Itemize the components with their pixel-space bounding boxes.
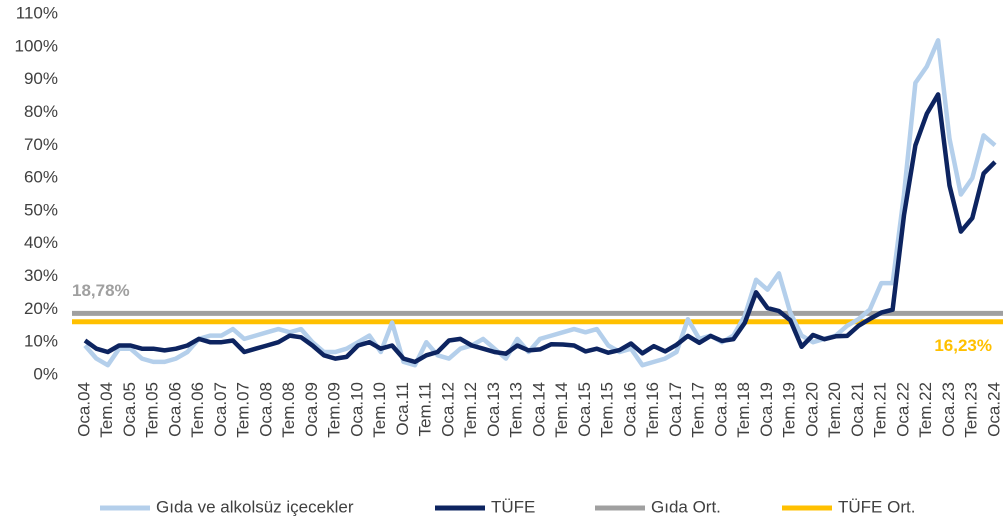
x-tick-label: Tem.20 — [825, 382, 844, 438]
x-tick-label: Oca.21 — [848, 382, 867, 437]
reference-label: 16,23% — [934, 336, 992, 355]
x-tick-label: Tem.07 — [234, 382, 253, 438]
x-tick-label: Tem.16 — [643, 382, 662, 438]
x-tick-label: Tem.04 — [97, 382, 116, 438]
y-tick-label: 30% — [24, 266, 58, 285]
legend-label: TÜFE — [491, 497, 535, 516]
y-tick-label: 70% — [24, 135, 58, 154]
x-tick-label: Oca.06 — [165, 382, 184, 437]
reference-label: 18,78% — [72, 281, 130, 300]
x-tick-label: Tem.10 — [370, 382, 389, 438]
y-tick-label: 90% — [24, 69, 58, 88]
x-tick-label: Oca.07 — [211, 382, 230, 437]
legend-label: Gıda Ort. — [651, 497, 721, 516]
y-tick-label: 0% — [33, 364, 58, 383]
x-tick-label: Tem.23 — [962, 382, 981, 438]
x-tick-label: Tem.13 — [507, 382, 526, 438]
x-tick-label: Oca.12 — [438, 382, 457, 437]
x-tick-label: Tem.14 — [552, 382, 571, 438]
x-tick-label: Tem.21 — [871, 382, 890, 438]
x-tick-label: Oca.04 — [74, 382, 93, 437]
y-tick-label: 20% — [24, 299, 58, 318]
x-tick-label: Oca.16 — [620, 382, 639, 437]
x-tick-label: Oca.08 — [256, 382, 275, 437]
x-tick-label: Oca.24 — [984, 382, 1003, 437]
x-tick-label: Tem.15 — [598, 382, 617, 438]
x-tick-label: Oca.11 — [393, 382, 412, 436]
x-tick-label: Oca.18 — [711, 382, 730, 437]
x-tick-label: Tem.19 — [780, 382, 799, 438]
x-tick-label: Tem.22 — [916, 382, 935, 438]
x-tick-label: Tem.11 — [416, 382, 435, 437]
x-tick-label: Oca.20 — [802, 382, 821, 437]
x-tick-label: Oca.22 — [893, 382, 912, 437]
x-tick-label: Tem.06 — [188, 382, 207, 438]
x-tick-label: Oca.17 — [666, 382, 685, 437]
legend-label: Gıda ve alkolsüz içecekler — [156, 497, 354, 516]
y-tick-label: 110% — [16, 3, 58, 22]
x-tick-label: Oca.05 — [120, 382, 139, 437]
y-tick-label: 80% — [24, 102, 58, 121]
x-tick-label: Tem.05 — [143, 382, 162, 438]
y-tick-label: 40% — [24, 233, 58, 252]
x-tick-label: Oca.19 — [757, 382, 776, 437]
x-tick-label: Tem.09 — [325, 382, 344, 438]
series-line — [83, 92, 997, 365]
x-tick-label: Oca.15 — [575, 382, 594, 437]
y-tick-label: 60% — [24, 168, 58, 187]
y-tick-label: 50% — [24, 200, 58, 219]
x-tick-label: Oca.10 — [347, 382, 366, 437]
x-tick-label: Oca.14 — [529, 382, 548, 437]
legend-label: TÜFE Ort. — [838, 497, 915, 516]
x-tick-label: Tem.18 — [734, 382, 753, 438]
y-tick-label: 100% — [15, 36, 58, 55]
x-tick-label: Oca.09 — [302, 382, 321, 437]
x-tick-label: Oca.23 — [939, 382, 958, 437]
series-line — [83, 38, 997, 368]
x-tick-label: Oca.13 — [484, 382, 503, 437]
x-tick-label: Tem.17 — [689, 382, 708, 438]
y-tick-label: 10% — [24, 332, 58, 351]
x-tick-label: Tem.12 — [461, 382, 480, 438]
x-tick-label: Tem.08 — [279, 382, 298, 438]
